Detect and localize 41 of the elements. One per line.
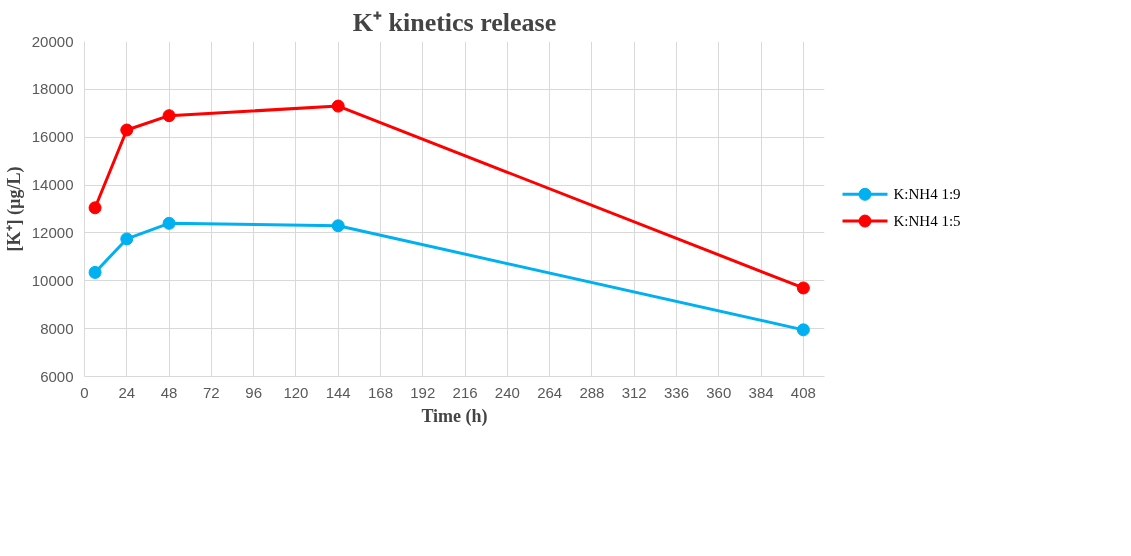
point bbox=[162, 216, 176, 230]
x-tick-label: 384 bbox=[748, 383, 774, 401]
x-tick-label: 264 bbox=[537, 383, 563, 401]
x-tick-label: 48 bbox=[160, 383, 178, 401]
point bbox=[331, 219, 345, 233]
y-axis-title: [K⁺] (µg/L) bbox=[3, 166, 25, 252]
point bbox=[88, 265, 102, 279]
point bbox=[162, 109, 176, 123]
x-tick-label: 312 bbox=[621, 383, 647, 401]
y-tick-label: 10000 bbox=[31, 271, 74, 289]
point bbox=[796, 281, 810, 295]
y-tick-label: 14000 bbox=[31, 176, 74, 194]
y-tick-label: 8000 bbox=[40, 319, 74, 337]
x-tick-label: 192 bbox=[410, 383, 436, 401]
x-tick-label: 144 bbox=[325, 383, 351, 401]
x-tick-label: 336 bbox=[663, 383, 690, 401]
x-tick-label: 360 bbox=[706, 383, 732, 401]
x-tick-label: 240 bbox=[494, 383, 520, 401]
point bbox=[88, 201, 102, 215]
x-axis-title: Time (h) bbox=[421, 405, 488, 427]
x-tick-label: 408 bbox=[790, 383, 816, 401]
x-tick-label: 96 bbox=[245, 383, 262, 401]
y-tick-label: 6000 bbox=[40, 367, 74, 385]
x-tick-label: 120 bbox=[283, 383, 309, 401]
point bbox=[796, 323, 810, 337]
x-tick-label: 24 bbox=[118, 383, 136, 401]
chart-title: K⁺ kinetics release bbox=[352, 7, 557, 37]
y-tick-label: 18000 bbox=[31, 80, 74, 98]
x-tick-label: 0 bbox=[80, 383, 89, 401]
y-tick-label: 20000 bbox=[31, 32, 74, 50]
x-tick-label: 72 bbox=[203, 383, 220, 401]
y-tick-label: 16000 bbox=[31, 128, 74, 146]
legend-label: K:NH4 1:9 bbox=[893, 186, 961, 203]
x-tick-label: 168 bbox=[367, 383, 394, 401]
x-tick-label: 216 bbox=[452, 383, 478, 401]
point bbox=[120, 232, 134, 246]
legend-label: K:NH4 1:5 bbox=[893, 213, 961, 230]
point bbox=[331, 99, 345, 113]
x-tick-label: 288 bbox=[579, 383, 605, 401]
y-tick-label: 12000 bbox=[31, 223, 74, 241]
point bbox=[120, 123, 134, 137]
